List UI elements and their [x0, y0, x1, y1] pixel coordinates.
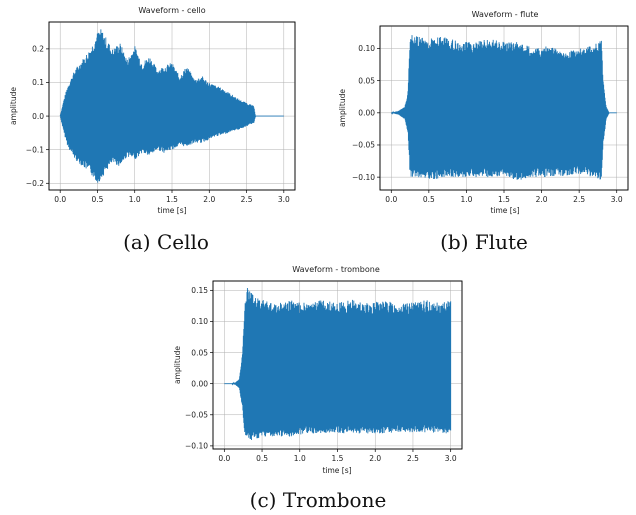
x-tick-label: 2.5: [241, 195, 253, 204]
y-axis-label: amplitude: [9, 87, 18, 125]
y-tick-label: 0.05: [358, 76, 375, 85]
y-axis-label: amplitude: [173, 346, 182, 384]
waveform-line: [224, 288, 452, 440]
y-tick-label: −0.05: [352, 141, 375, 150]
y-tick-label: 0.00: [358, 109, 375, 118]
x-tick-label: 1.5: [166, 195, 178, 204]
y-tick-label: 0.05: [191, 348, 208, 357]
x-tick-label: 1.0: [129, 195, 141, 204]
y-tick-label: −0.10: [352, 173, 375, 182]
y-tick-label: 0.10: [358, 44, 375, 53]
x-tick-label: 1.5: [332, 454, 344, 463]
x-tick-label: 0.5: [91, 195, 103, 204]
caption-flute: (b) Flute: [440, 230, 528, 254]
plot-area: [379, 25, 629, 191]
x-tick-label: 3.0: [611, 195, 623, 204]
y-tick-label: 0.00: [191, 379, 208, 388]
y-tick-label: 0.15: [191, 286, 208, 295]
waveform-line: [391, 35, 617, 180]
x-tick-label: 1.5: [498, 195, 510, 204]
y-axis-label: amplitude: [338, 89, 347, 127]
x-tick-label: 2.5: [573, 195, 585, 204]
caption-trombone: (c) Trombone: [250, 488, 387, 512]
y-tick-label: 0.2: [32, 45, 44, 54]
panel-title: Waveform - cello: [138, 6, 205, 15]
x-tick-label: 0.5: [256, 454, 268, 463]
x-tick-label: 0.0: [385, 195, 397, 204]
y-tick-label: −0.05: [185, 410, 208, 419]
caption-cello: (a) Cello: [123, 230, 209, 254]
x-tick-label: 0.5: [423, 195, 435, 204]
x-axis-label: time [s]: [490, 206, 519, 215]
x-tick-label: 3.0: [445, 454, 457, 463]
panel-flute: Waveform - flute 0.0 0.5 1.0 1.5 2.0 2.5 3.0 −0…: [338, 10, 629, 254]
panel-title: Waveform - trombone: [292, 265, 380, 274]
panel-title: Waveform - flute: [472, 10, 539, 19]
panel-trombone: Waveform - trombone 0.0 0.5 1.0 1.5 2.0 2.5 3.…: [173, 265, 463, 512]
y-tick-label: −0.10: [185, 442, 208, 451]
y-tick-label: 0.0: [32, 112, 44, 121]
waveform-series: [59, 29, 284, 183]
waveform-line: [59, 29, 284, 183]
x-tick-label: 1.0: [460, 195, 472, 204]
axis-ticks: 0.0 0.5 1.0 1.5 2.0 2.5 3.0 −0.10 −0.05 0.00 0.05 0…: [352, 44, 623, 204]
waveform-series: [391, 35, 617, 180]
axis-ticks: 0.0 0.5 1.0 1.5 2.0 2.5 3.0 −0.10 −0.05 0.00 0.05 0…: [185, 286, 457, 463]
x-tick-label: 0.0: [54, 195, 66, 204]
x-axis-label: time [s]: [322, 466, 351, 475]
x-tick-label: 3.0: [278, 195, 290, 204]
y-tick-label: −0.2: [26, 179, 44, 188]
waveform-series: [224, 288, 452, 440]
plot-area: [48, 21, 296, 191]
x-axis-label: time [s]: [157, 206, 186, 215]
x-tick-label: 2.5: [407, 454, 419, 463]
x-tick-label: 0.0: [218, 454, 230, 463]
panel-cello: Waveform - cello 0.0 0.5 1.0 1.5 2.0 2.5 3.0 −0…: [9, 6, 296, 254]
y-tick-label: 0.10: [191, 317, 208, 326]
y-tick-label: 0.1: [32, 78, 44, 87]
x-tick-label: 1.0: [294, 454, 306, 463]
axis-ticks: 0.0 0.5 1.0 1.5 2.0 2.5 3.0 −0.2 −0.1 0.0 0.1 0.2: [26, 45, 290, 204]
x-tick-label: 2.0: [203, 195, 215, 204]
x-tick-label: 2.0: [536, 195, 548, 204]
y-tick-label: −0.1: [26, 145, 44, 154]
plot-area: [212, 280, 463, 450]
x-tick-label: 2.0: [369, 454, 381, 463]
